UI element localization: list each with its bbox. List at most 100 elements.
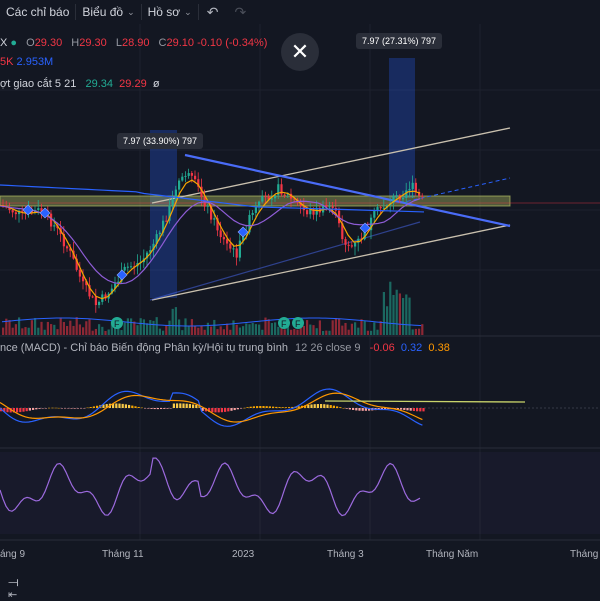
macd-horizontal-line[interactable]	[324, 400, 526, 403]
macd-histogram-bar	[9, 408, 12, 413]
candle	[206, 205, 209, 207]
macd-histogram-bar	[102, 404, 105, 408]
top-toolbar: Các chỉ báo Biểu đồ ⌄ Hồ sơ ⌄ ↶ ↷	[0, 0, 600, 24]
volume-bar	[219, 326, 222, 335]
candle	[194, 175, 197, 180]
macd-histogram-bar	[6, 408, 9, 413]
ruler-icon[interactable]: ⟞	[8, 574, 19, 589]
volume-bar	[344, 322, 347, 335]
volume-bar	[78, 324, 81, 335]
profile-label: Hồ sơ	[147, 5, 181, 19]
event-markers[interactable]: F F F	[111, 317, 304, 329]
time-label: Tháng	[570, 549, 599, 560]
macd-histogram-bar	[96, 405, 99, 408]
replay-icon[interactable]: ⇤	[8, 589, 18, 601]
measure-box-right[interactable]	[389, 58, 415, 198]
volume-bar	[66, 325, 69, 335]
volume-bar	[296, 329, 299, 335]
volume-bar	[402, 298, 405, 335]
volume-bar	[139, 318, 142, 335]
macd-line	[0, 388, 423, 427]
macd-histogram-bar	[230, 408, 233, 411]
volume-bar	[213, 319, 216, 335]
candle	[379, 207, 382, 209]
support-band[interactable]	[0, 195, 511, 207]
volume-bar	[120, 330, 123, 335]
candle	[187, 173, 190, 176]
volume-bar	[274, 322, 277, 335]
volume-bar	[30, 320, 33, 335]
macd-histogram-bar	[201, 408, 204, 411]
volume-bar	[59, 317, 62, 335]
candle	[123, 266, 126, 271]
candle	[354, 242, 357, 247]
volume-bar	[408, 297, 411, 335]
candle	[226, 239, 229, 244]
ascending-trendline[interactable]	[149, 221, 421, 301]
macd-histogram-bar	[211, 408, 214, 413]
volume-ma-value: 2.953M	[16, 56, 54, 68]
macd-histogram-bar	[364, 408, 367, 411]
channel-lower-line[interactable]	[151, 224, 511, 301]
indicators-button[interactable]: Các chỉ báo	[0, 0, 75, 24]
candle	[94, 296, 97, 306]
volume-bar	[395, 289, 398, 335]
toolbar-divider	[140, 4, 142, 20]
candle	[309, 208, 312, 215]
volume-bar	[133, 321, 136, 335]
chart-type-label: Biểu đồ	[82, 5, 124, 19]
volume-bar	[418, 328, 421, 335]
channel-upper-line[interactable]	[151, 127, 511, 204]
macd-histogram-bar	[419, 408, 422, 412]
volume-bar	[5, 318, 8, 335]
macd-title: nce (MACD) - Chỉ báo Biến động Phân kỳ/H…	[0, 342, 288, 354]
chart-type-button[interactable]: Biểu đồ ⌄	[76, 0, 140, 24]
volume-bar	[392, 294, 395, 335]
volume-bar	[421, 324, 424, 335]
candle	[149, 250, 152, 253]
volume-bar	[235, 324, 238, 335]
candle	[238, 240, 241, 258]
candle	[178, 180, 181, 190]
candle	[405, 190, 408, 198]
macd-histogram-bar	[192, 404, 195, 408]
macd-histogram-bar	[355, 408, 358, 411]
volume-bar	[18, 317, 21, 335]
macd-histogram-bar	[54, 407, 57, 409]
volume-bar	[168, 320, 171, 335]
descending-trendline[interactable]	[184, 153, 511, 228]
candle	[130, 266, 133, 268]
candle	[88, 285, 91, 297]
candle	[14, 212, 17, 215]
candle	[421, 195, 424, 197]
candle	[414, 182, 417, 192]
volume-bar	[82, 327, 85, 335]
macd-histogram-bar	[422, 408, 425, 412]
macd-histogram-bar	[172, 403, 175, 408]
candle	[235, 248, 238, 258]
volume-bar	[56, 329, 59, 335]
measure-box-left[interactable]	[150, 130, 177, 298]
macd-histogram-bar	[92, 406, 95, 408]
redo-icon[interactable]: ↷	[234, 3, 247, 20]
volume-bar	[210, 326, 213, 335]
volume-bar	[11, 327, 14, 335]
candle	[50, 213, 53, 227]
volume-bar	[50, 324, 53, 335]
chevron-down-icon: ⌄	[127, 6, 135, 17]
macd-histogram-bar	[32, 408, 35, 410]
macd-histogram-bar	[368, 408, 371, 411]
macd-histogram-bar	[86, 407, 89, 409]
candle	[165, 220, 168, 222]
ma-legend: ợt giao cắt 5 21 29.34 29.29 ø	[0, 78, 160, 90]
ma-settings-icon[interactable]: ø	[152, 78, 160, 90]
undo-icon[interactable]: ↶	[206, 3, 219, 20]
close-icon[interactable]: ✕	[281, 33, 319, 71]
profile-button[interactable]: Hồ sơ ⌄	[142, 0, 198, 24]
candle	[411, 182, 414, 190]
volume-bar	[302, 325, 305, 335]
chart-grid	[0, 24, 600, 540]
candle	[168, 205, 171, 221]
macd-histogram-bar	[67, 408, 70, 409]
